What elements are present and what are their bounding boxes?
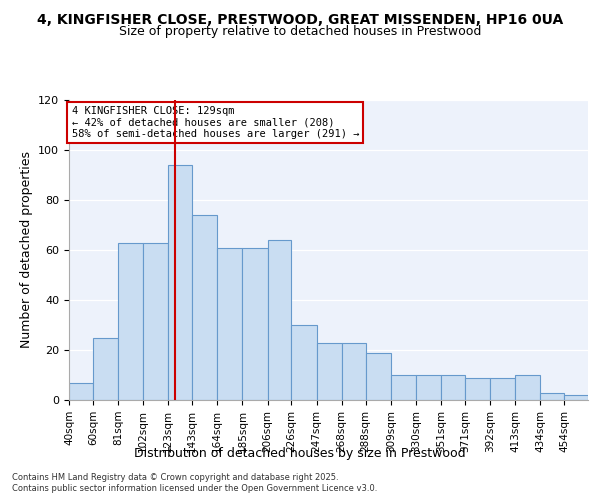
Text: Distribution of detached houses by size in Prestwood: Distribution of detached houses by size … [134, 448, 466, 460]
Bar [540, 392, 564, 400]
Bar [292, 325, 317, 400]
Text: Contains public sector information licensed under the Open Government Licence v3: Contains public sector information licen… [12, 484, 377, 493]
Text: Contains HM Land Registry data © Crown copyright and database right 2025.: Contains HM Land Registry data © Crown c… [12, 472, 338, 482]
Bar [192, 215, 217, 400]
Text: 4 KINGFISHER CLOSE: 129sqm
← 42% of detached houses are smaller (208)
58% of sem: 4 KINGFISHER CLOSE: 129sqm ← 42% of deta… [71, 106, 359, 139]
Bar [515, 375, 540, 400]
Bar [268, 240, 292, 400]
Bar [242, 248, 268, 400]
Bar [341, 342, 365, 400]
Bar [168, 165, 192, 400]
Text: Size of property relative to detached houses in Prestwood: Size of property relative to detached ho… [119, 25, 481, 38]
Y-axis label: Number of detached properties: Number of detached properties [20, 152, 32, 348]
Bar [317, 342, 341, 400]
Bar [564, 395, 588, 400]
Bar [118, 242, 143, 400]
Bar [69, 382, 93, 400]
Bar [93, 338, 118, 400]
Bar [416, 375, 441, 400]
Bar [490, 378, 515, 400]
Bar [441, 375, 465, 400]
Bar [217, 248, 242, 400]
Bar [365, 352, 391, 400]
Bar [465, 378, 490, 400]
Bar [391, 375, 416, 400]
Text: 4, KINGFISHER CLOSE, PRESTWOOD, GREAT MISSENDEN, HP16 0UA: 4, KINGFISHER CLOSE, PRESTWOOD, GREAT MI… [37, 12, 563, 26]
Bar [143, 242, 168, 400]
